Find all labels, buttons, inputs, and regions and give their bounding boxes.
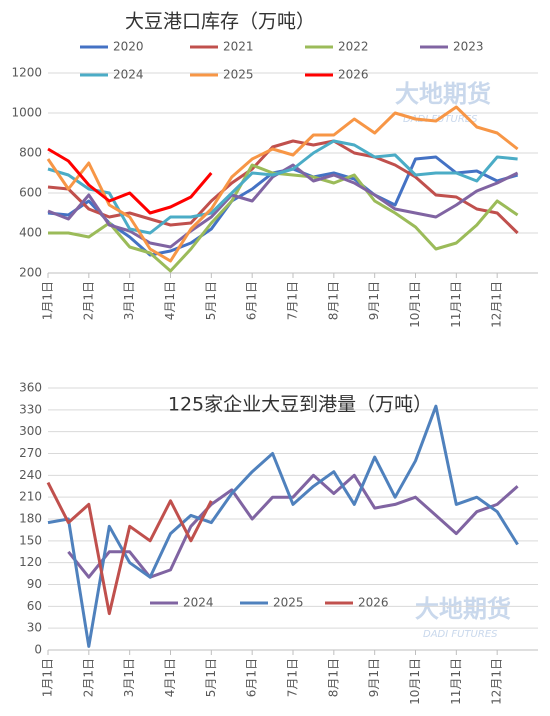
series-line xyxy=(48,163,519,273)
x-tick-label: 8月1日 xyxy=(326,281,340,320)
y-tick-label: 600 xyxy=(19,186,42,200)
x-tick-label: 11月1日 xyxy=(449,658,463,705)
y-tick-label: 200 xyxy=(19,266,42,280)
x-tick-label: 8月1日 xyxy=(326,658,340,697)
legend-label: 2025 xyxy=(223,68,254,82)
x-tick-label: 3月1日 xyxy=(122,281,136,320)
x-tick-label: 12月1日 xyxy=(490,281,504,328)
series-line xyxy=(47,147,213,215)
series-line xyxy=(67,473,519,579)
y-tick-label: 0 xyxy=(34,643,42,657)
x-tick-label: 1月1日 xyxy=(41,658,55,697)
legend-label: 2023 xyxy=(453,40,484,54)
y-tick-label: 270 xyxy=(19,446,42,460)
y-tick-label: 30 xyxy=(27,621,42,635)
x-tick-label: 10月1日 xyxy=(408,281,422,328)
legend-label: 2022 xyxy=(338,40,369,54)
chart-title: 125家企业大豆到港量（万吨） xyxy=(168,394,432,416)
x-tick-label: 1月1日 xyxy=(41,281,55,320)
y-tick-label: 180 xyxy=(19,512,42,526)
x-tick-label: 12月1日 xyxy=(490,658,504,705)
legend-label: 2020 xyxy=(113,40,144,54)
series-line xyxy=(46,481,213,616)
legend-label: 2021 xyxy=(223,40,254,54)
x-tick-label: 2月1日 xyxy=(81,658,95,697)
y-tick-label: 800 xyxy=(19,146,42,160)
y-tick-label: 90 xyxy=(27,577,42,591)
y-tick-label: 120 xyxy=(19,555,42,569)
x-tick-label: 5月1日 xyxy=(204,658,218,697)
y-tick-label: 300 xyxy=(19,424,42,438)
x-tick-label: 6月1日 xyxy=(245,658,259,697)
y-tick-label: 60 xyxy=(27,599,42,613)
y-tick-label: 400 xyxy=(19,226,42,240)
chart: 大地期货 DADI FUTURES 0 30 60 90 120 150 180 210 240 27… xyxy=(19,381,538,705)
y-tick-label: 1000 xyxy=(11,106,42,120)
series-line xyxy=(47,139,519,235)
y-tick-label: 330 xyxy=(19,402,42,416)
series-line xyxy=(47,139,518,235)
watermark: 大地期货 xyxy=(395,80,491,108)
watermark: 大地期货 xyxy=(415,595,511,623)
x-tick-label: 6月1日 xyxy=(245,281,259,320)
y-tick-label: 360 xyxy=(19,381,42,395)
x-tick-label: 5月1日 xyxy=(204,281,218,320)
y-tick-label: 210 xyxy=(19,490,42,504)
series-line xyxy=(47,404,519,648)
x-tick-label: 2月1日 xyxy=(81,281,95,320)
y-tick-label: 1200 xyxy=(11,66,42,80)
x-tick-label: 9月1日 xyxy=(367,281,381,320)
x-tick-label: 7月1日 xyxy=(286,281,300,320)
legend-label: 2026 xyxy=(358,596,389,610)
legend-label: 2024 xyxy=(113,68,144,82)
series-line xyxy=(46,105,519,263)
x-tick-label: 3月1日 xyxy=(122,658,136,697)
x-tick-label: 4月1日 xyxy=(163,658,177,697)
x-tick-label: 7月1日 xyxy=(286,658,300,697)
legend-label: 2026 xyxy=(338,68,369,82)
x-tick-label: 4月1日 xyxy=(163,281,177,320)
chart-title: 大豆港口库存（万吨） xyxy=(125,11,315,33)
legend-label: 2025 xyxy=(273,596,304,610)
y-tick-label: 240 xyxy=(19,468,42,482)
x-tick-label: 9月1日 xyxy=(367,658,381,697)
y-tick-label: 150 xyxy=(19,533,42,547)
watermark-sub: DADI FUTURES xyxy=(423,629,498,640)
x-tick-label: 10月1日 xyxy=(408,658,422,705)
x-tick-label: 11月1日 xyxy=(449,281,463,328)
legend-label: 2024 xyxy=(183,596,214,610)
